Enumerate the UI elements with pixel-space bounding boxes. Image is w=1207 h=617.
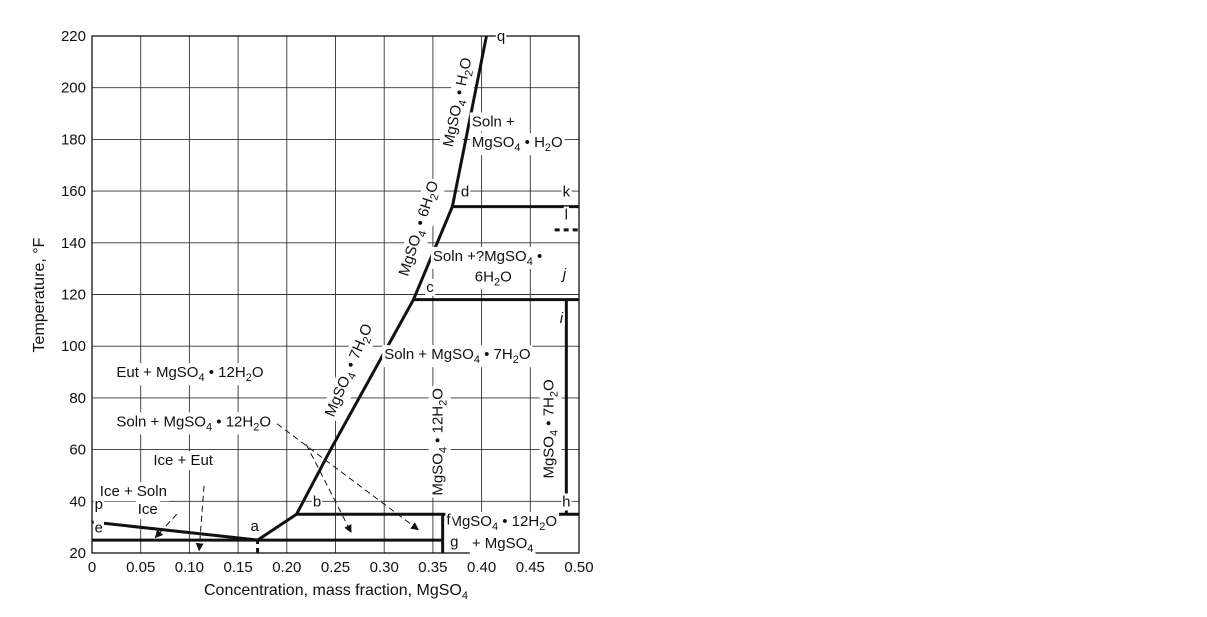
y-tick-label: 60	[69, 442, 86, 459]
x-tick-label: 0.20	[272, 559, 301, 576]
region-label: MgSO4 • H2O	[472, 134, 563, 154]
region-label-backing	[469, 133, 565, 156]
region-label: Soln +	[472, 113, 515, 130]
region-labels: Soln + MgSO4 • H2O Soln +?MgSO4 •6H2O Soln …	[93, 28, 572, 556]
x-tick-label: 0.45	[516, 559, 545, 576]
region-label-backing	[114, 363, 266, 386]
y-tick-label: 20	[69, 545, 86, 562]
point-label: b	[313, 493, 321, 510]
point-label-backing	[561, 493, 572, 511]
leader-arrow	[305, 444, 352, 534]
point-label-backing	[459, 183, 471, 201]
point-label: g	[450, 534, 458, 551]
x-tick-label: 0	[88, 559, 96, 576]
region-label: Ice + Eut	[153, 452, 213, 469]
point-label-backing	[495, 28, 507, 46]
region-label: Ice + Soln	[100, 483, 167, 500]
curve-label: MgSO4 • 12H2O	[430, 388, 450, 496]
y-tick-label: 200	[61, 80, 86, 97]
x-tick-label: 0.35	[418, 559, 447, 576]
point-label-backing	[558, 309, 565, 327]
point-label: a	[250, 518, 259, 535]
point-label: e	[95, 519, 103, 536]
phase-boundary-line	[91, 520, 258, 542]
y-tick-label: 220	[61, 28, 86, 45]
region-label: Soln + MgSO4 • 7H2O	[384, 346, 530, 366]
point-label-backing	[559, 265, 568, 283]
point-label: c	[426, 279, 434, 296]
region-label-backing	[382, 345, 533, 368]
point-label: k	[563, 183, 571, 200]
curve-label-backing	[438, 53, 480, 152]
y-tick-label: 120	[61, 287, 86, 304]
region-label-backing	[97, 482, 169, 502]
point-label-backing	[445, 511, 453, 529]
y-tick-label: 160	[61, 183, 86, 200]
point-label: j	[561, 266, 567, 283]
x-tick-label: 0.40	[467, 559, 496, 576]
y-tick-label: 80	[69, 390, 86, 407]
point-label-backing	[249, 518, 261, 536]
y-tick-label: 180	[61, 131, 86, 148]
curve-label: MgSO4 • 7H2O	[541, 379, 561, 478]
point-label-backing	[449, 533, 460, 551]
x-tick-label: 0.50	[564, 559, 593, 576]
curve-label-backing	[428, 386, 451, 498]
point-label: q	[497, 28, 505, 45]
point-label-backing	[93, 496, 104, 514]
point-label-backing	[563, 206, 570, 224]
plot-frame	[91, 35, 580, 554]
y-tick-label: 140	[61, 235, 86, 252]
point-label: p	[95, 496, 103, 513]
region-label-backing	[472, 267, 514, 290]
point-label: d	[461, 183, 469, 200]
point-label-backing	[93, 519, 104, 537]
phase-boundary-line	[256, 35, 488, 542]
x-tick-label: 0.05	[126, 559, 155, 576]
curve-label-backing	[319, 319, 381, 423]
y-tick-label: 40	[69, 493, 86, 510]
curve-label-backing	[393, 176, 447, 282]
region-label: Eut + MgSO4 • 12H2O	[116, 364, 263, 384]
y-tick-label: 100	[61, 338, 86, 355]
curve-label: MgSO4 • 7H2O	[322, 321, 379, 420]
point-label: h	[562, 493, 570, 510]
point-label: l	[565, 207, 568, 224]
leader-arrow	[195, 485, 205, 552]
point-label: i	[560, 310, 564, 327]
region-label: Soln +?MgSO4 •	[433, 248, 542, 268]
point-label-backing	[425, 278, 436, 296]
region-label-backing	[135, 500, 160, 520]
region-label: + MgSO4	[472, 535, 534, 555]
region-label-backing	[151, 451, 216, 471]
point-label: f	[446, 512, 451, 529]
region-label-backing	[430, 246, 545, 269]
region-label-backing	[469, 112, 518, 132]
leader-arrows	[154, 423, 419, 552]
x-axis-label-text: Concentration, mass fraction, MgSO	[204, 582, 462, 599]
phase-boundaries	[91, 35, 579, 553]
x-tick-label: 0.15	[223, 559, 252, 576]
region-label: MgSO4 • 12H2O	[449, 513, 557, 533]
x-tick-label: 0.30	[370, 559, 399, 576]
x-axis-label-subscript: 4	[462, 590, 468, 602]
region-label: Ice	[138, 501, 158, 518]
x-tick-label: 0.25	[321, 559, 350, 576]
curve-label-backing	[539, 377, 562, 481]
y-axis-label: Temperature, °F	[31, 237, 48, 352]
region-label-backing	[447, 511, 560, 534]
leader-arrow	[154, 513, 178, 539]
x-axis-label: Concentration, mass fraction, MgSO4	[204, 582, 468, 602]
point-label-backing	[561, 183, 572, 201]
region-label-backing	[114, 412, 274, 435]
region-label: Soln + MgSO4 • 12H2O	[116, 413, 271, 433]
region-label-backing	[469, 533, 536, 556]
region-label: 6H2O	[475, 269, 512, 289]
x-tick-label: 0.10	[175, 559, 204, 576]
point-label-backing	[311, 493, 323, 511]
axis-ticks: 0 0.05 0.10 0.15 0.20 0.25 0.30 0.35 0.40 0.45 0.5…	[61, 28, 594, 576]
